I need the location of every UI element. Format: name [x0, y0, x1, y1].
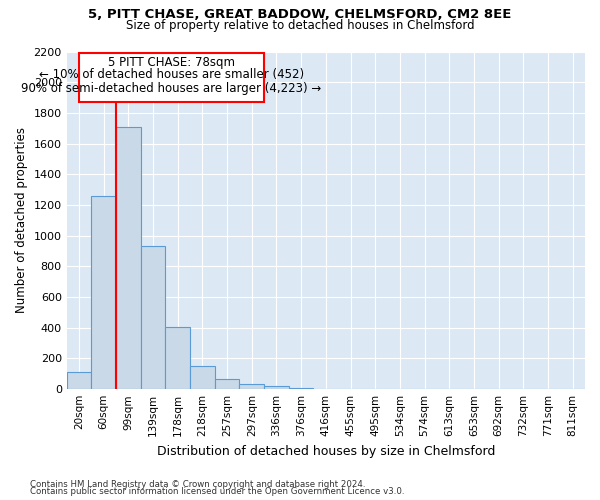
Bar	[91, 196, 116, 389]
X-axis label: Distribution of detached houses by size in Chelmsford: Distribution of detached houses by size …	[157, 444, 495, 458]
Text: 5, PITT CHASE, GREAT BADDOW, CHELMSFORD, CM2 8EE: 5, PITT CHASE, GREAT BADDOW, CHELMSFORD,…	[88, 8, 512, 20]
Text: Contains HM Land Registry data © Crown copyright and database right 2024.: Contains HM Land Registry data © Crown c…	[30, 480, 365, 489]
Text: Size of property relative to detached houses in Chelmsford: Size of property relative to detached ho…	[125, 18, 475, 32]
Bar	[166, 327, 190, 389]
Bar	[141, 246, 166, 389]
Text: 5 PITT CHASE: 78sqm: 5 PITT CHASE: 78sqm	[108, 56, 235, 68]
Bar	[116, 126, 141, 389]
Bar	[239, 384, 264, 389]
Y-axis label: Number of detached properties: Number of detached properties	[15, 128, 28, 314]
Text: Contains public sector information licensed under the Open Government Licence v3: Contains public sector information licen…	[30, 487, 404, 496]
Text: ← 10% of detached houses are smaller (452): ← 10% of detached houses are smaller (45…	[39, 68, 304, 81]
Bar	[289, 388, 313, 389]
Text: 90% of semi-detached houses are larger (4,223) →: 90% of semi-detached houses are larger (…	[22, 82, 322, 95]
Bar	[264, 386, 289, 389]
Bar	[67, 372, 91, 389]
Bar	[190, 366, 215, 389]
Bar	[215, 379, 239, 389]
FancyBboxPatch shape	[79, 53, 264, 102]
